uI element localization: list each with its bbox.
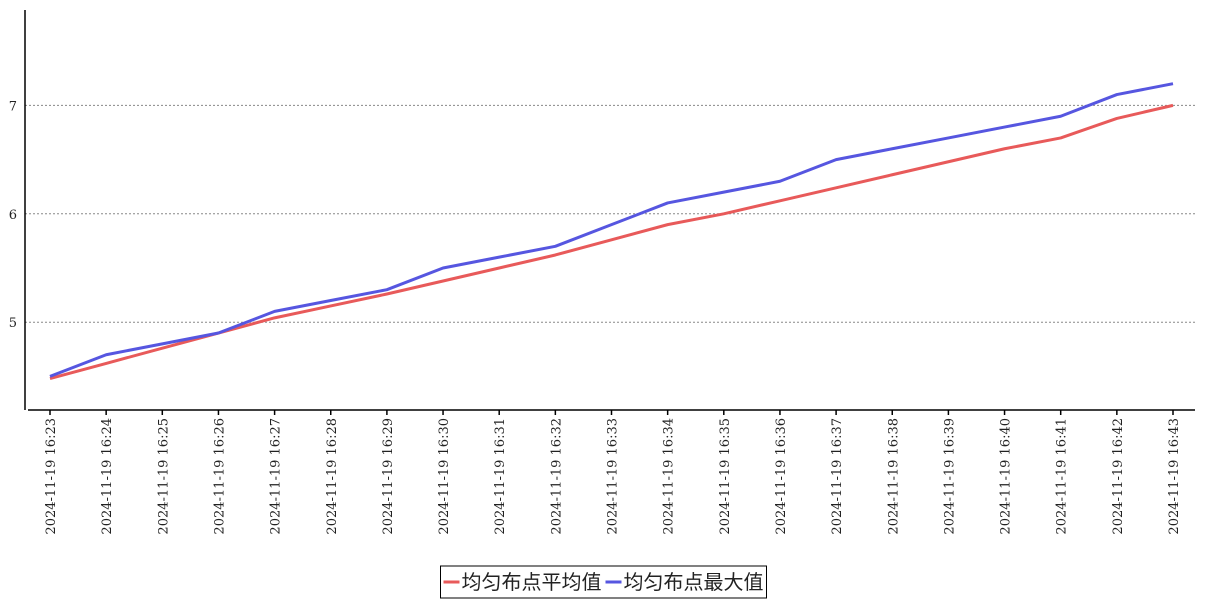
x-tick-label: 2024-11-19 16:27: [269, 418, 284, 535]
x-tick-label: 2024-11-19 16:23: [44, 418, 59, 535]
x-tick-label: 2024-11-19 16:38: [886, 418, 901, 535]
legend-box: [440, 565, 767, 599]
y-tick-label: 7: [9, 99, 17, 114]
x-tick-label: 2024-11-19 16:25: [156, 418, 171, 535]
x-tick-label: 2024-11-19 16:29: [381, 418, 396, 535]
x-tick-label: 2024-11-19 16:26: [212, 418, 227, 535]
x-tick-label: 2024-11-19 16:40: [999, 418, 1014, 535]
x-tick-label: 2024-11-19 16:28: [325, 418, 340, 535]
x-tick-label: 2024-11-19 16:31: [493, 418, 508, 535]
x-tick-label: 2024-11-19 16:32: [549, 418, 564, 535]
y-tick-label: 6: [9, 208, 17, 223]
x-tick-label: 2024-11-19 16:24: [100, 418, 115, 535]
x-tick-label: 2024-11-19 16:37: [830, 418, 845, 535]
series-line: [49, 103, 1174, 381]
x-tick-label: 2024-11-19 16:33: [606, 418, 621, 535]
x-tick-label: 2024-11-19 16:42: [1111, 418, 1126, 535]
x-tick-label: 2024-11-19 16:39: [942, 418, 957, 535]
x-tick-label: 2024-11-19 16:41: [1055, 418, 1070, 535]
x-tick-label: 2024-11-19 16:35: [718, 418, 733, 535]
legend-label: 均匀布点最大值: [624, 570, 764, 594]
x-tick-label: 2024-11-19 16:43: [1167, 418, 1182, 535]
x-tick-label: 2024-11-19 16:36: [774, 418, 789, 535]
series-line: [49, 82, 1174, 378]
x-tick-label: 2024-11-19 16:34: [662, 418, 677, 535]
legend: 均匀布点平均值 均匀布点最大值: [440, 565, 767, 599]
x-tick-label: 2024-11-19 16:30: [437, 418, 452, 535]
y-tick-label: 5: [9, 316, 17, 331]
legend-label: 均匀布点平均值: [462, 570, 602, 594]
